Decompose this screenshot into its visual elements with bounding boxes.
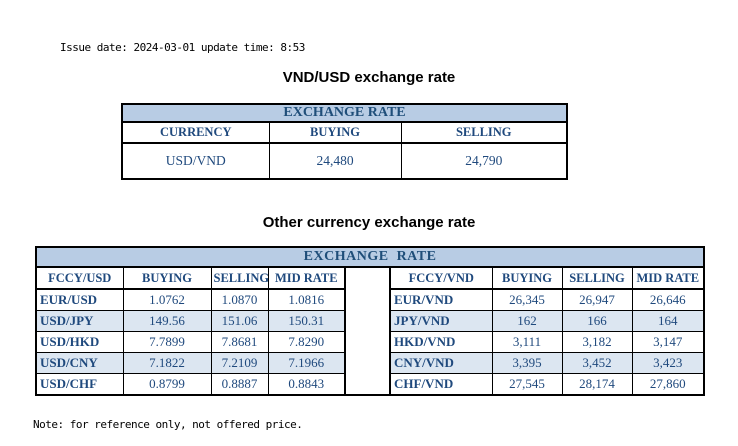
mid-rate-cell: 164 <box>631 310 705 332</box>
mid-rate-cell: 27,860 <box>631 373 705 396</box>
currency-pair-cell: USD/CHF <box>35 373 124 396</box>
selling-rate-cell: 24,790 <box>400 142 568 180</box>
vnd-usd-table-title: VND/USD exchange rate <box>282 69 456 86</box>
mid-rate-cell: 0.8843 <box>267 373 346 396</box>
buying-rate-cell: 0.8799 <box>122 373 212 396</box>
vnd-usd-rate-table: EXCHANGE RATE CURRENCY BUYING SELLING US… <box>121 103 569 180</box>
buying-rate-cell: 3,395 <box>491 352 563 374</box>
table-title-band: EXCHANGE RATE <box>35 246 705 268</box>
selling-rate-cell: 3,452 <box>561 352 633 374</box>
buying-rate-cell: 26,345 <box>491 288 563 311</box>
mid-rate-cell: 7.1966 <box>267 352 346 374</box>
currency-pair-cell: JPY/VND <box>389 310 493 332</box>
mid-rate-cell: 150.31 <box>267 310 346 332</box>
issue-date-line: Issue date: 2024-03-01 update time: 8:53 <box>60 41 305 54</box>
other-currency-rate-table: EXCHANGE RATE FCCY/USD BUYING SELLING MI… <box>35 246 706 396</box>
currency-pair-cell: USD/VND <box>121 142 270 180</box>
currency-pair-cell: HKD/VND <box>389 331 493 353</box>
currency-pair-cell: USD/JPY <box>35 310 124 332</box>
buying-rate-cell: 24,480 <box>268 142 402 180</box>
column-header-buying-usd: BUYING <box>122 266 212 290</box>
buying-rate-cell: 27,545 <box>491 373 563 396</box>
column-header-selling-usd: SELLING <box>210 266 269 290</box>
selling-rate-cell: 0.8887 <box>210 373 269 396</box>
spacer-column <box>344 266 391 396</box>
column-header-midrate-usd: MID RATE <box>267 266 346 290</box>
mid-rate-cell: 3,423 <box>631 352 705 374</box>
buying-rate-cell: 149.56 <box>122 310 212 332</box>
mid-rate-cell: 7.8290 <box>267 331 346 353</box>
column-header-fccy-usd: FCCY/USD <box>35 266 124 290</box>
column-header-midrate-vnd: MID RATE <box>631 266 705 290</box>
other-currency-table-title: Other currency exchange rate <box>262 214 476 231</box>
column-header-selling: SELLING <box>400 121 568 144</box>
mid-rate-cell: 1.0816 <box>267 288 346 311</box>
table-header-row: CURRENCY BUYING SELLING <box>121 121 568 144</box>
buying-rate-cell: 7.1822 <box>122 352 212 374</box>
currency-pair-cell: EUR/USD <box>35 288 124 311</box>
currency-pair-cell: USD/HKD <box>35 331 124 353</box>
currency-pair-cell: CNY/VND <box>389 352 493 374</box>
buying-rate-cell: 162 <box>491 310 563 332</box>
selling-rate-cell: 166 <box>561 310 633 332</box>
mid-rate-cell: 26,646 <box>631 288 705 311</box>
selling-rate-cell: 7.2109 <box>210 352 269 374</box>
table-row-cny: USD/CNY 7.1822 7.2109 7.1966 CNY/VND 3,3… <box>35 352 705 374</box>
column-header-selling-vnd: SELLING <box>561 266 633 290</box>
buying-rate-cell: 3,111 <box>491 331 563 353</box>
selling-rate-cell: 28,174 <box>561 373 633 396</box>
column-header-currency: CURRENCY <box>121 121 270 144</box>
column-header-buying-vnd: BUYING <box>491 266 563 290</box>
table-row-jpy: USD/JPY 149.56 151.06 150.31 JPY/VND 162… <box>35 310 705 332</box>
buying-rate-cell: 1.0762 <box>122 288 212 311</box>
table-row-chf: USD/CHF 0.8799 0.8887 0.8843 CHF/VND 27,… <box>35 373 705 396</box>
table-row-hkd: USD/HKD 7.7899 7.8681 7.8290 HKD/VND 3,1… <box>35 331 705 353</box>
table-band-row: EXCHANGE RATE <box>121 103 568 123</box>
column-header-buying: BUYING <box>268 121 402 144</box>
table-row: USD/VND 24,480 24,790 <box>121 142 568 180</box>
table-title-band: EXCHANGE RATE <box>121 103 568 123</box>
buying-rate-cell: 7.7899 <box>122 331 212 353</box>
selling-rate-cell: 151.06 <box>210 310 269 332</box>
table-row-eur: EUR/USD 1.0762 1.0870 1.0816 EUR/VND 26,… <box>35 288 705 311</box>
table-band-row: EXCHANGE RATE <box>35 246 705 268</box>
currency-pair-cell: EUR/VND <box>389 288 493 311</box>
selling-rate-cell: 7.8681 <box>210 331 269 353</box>
currency-pair-cell: USD/CNY <box>35 352 124 374</box>
table-header-row: FCCY/USD BUYING SELLING MID RATE FCCY/VN… <box>35 266 705 396</box>
selling-rate-cell: 3,182 <box>561 331 633 353</box>
mid-rate-cell: 3,147 <box>631 331 705 353</box>
selling-rate-cell: 26,947 <box>561 288 633 311</box>
column-header-fccy-vnd: FCCY/VND <box>389 266 493 290</box>
currency-pair-cell: CHF/VND <box>389 373 493 396</box>
selling-rate-cell: 1.0870 <box>210 288 269 311</box>
footnote: Note: for reference only, not offered pr… <box>33 418 303 431</box>
